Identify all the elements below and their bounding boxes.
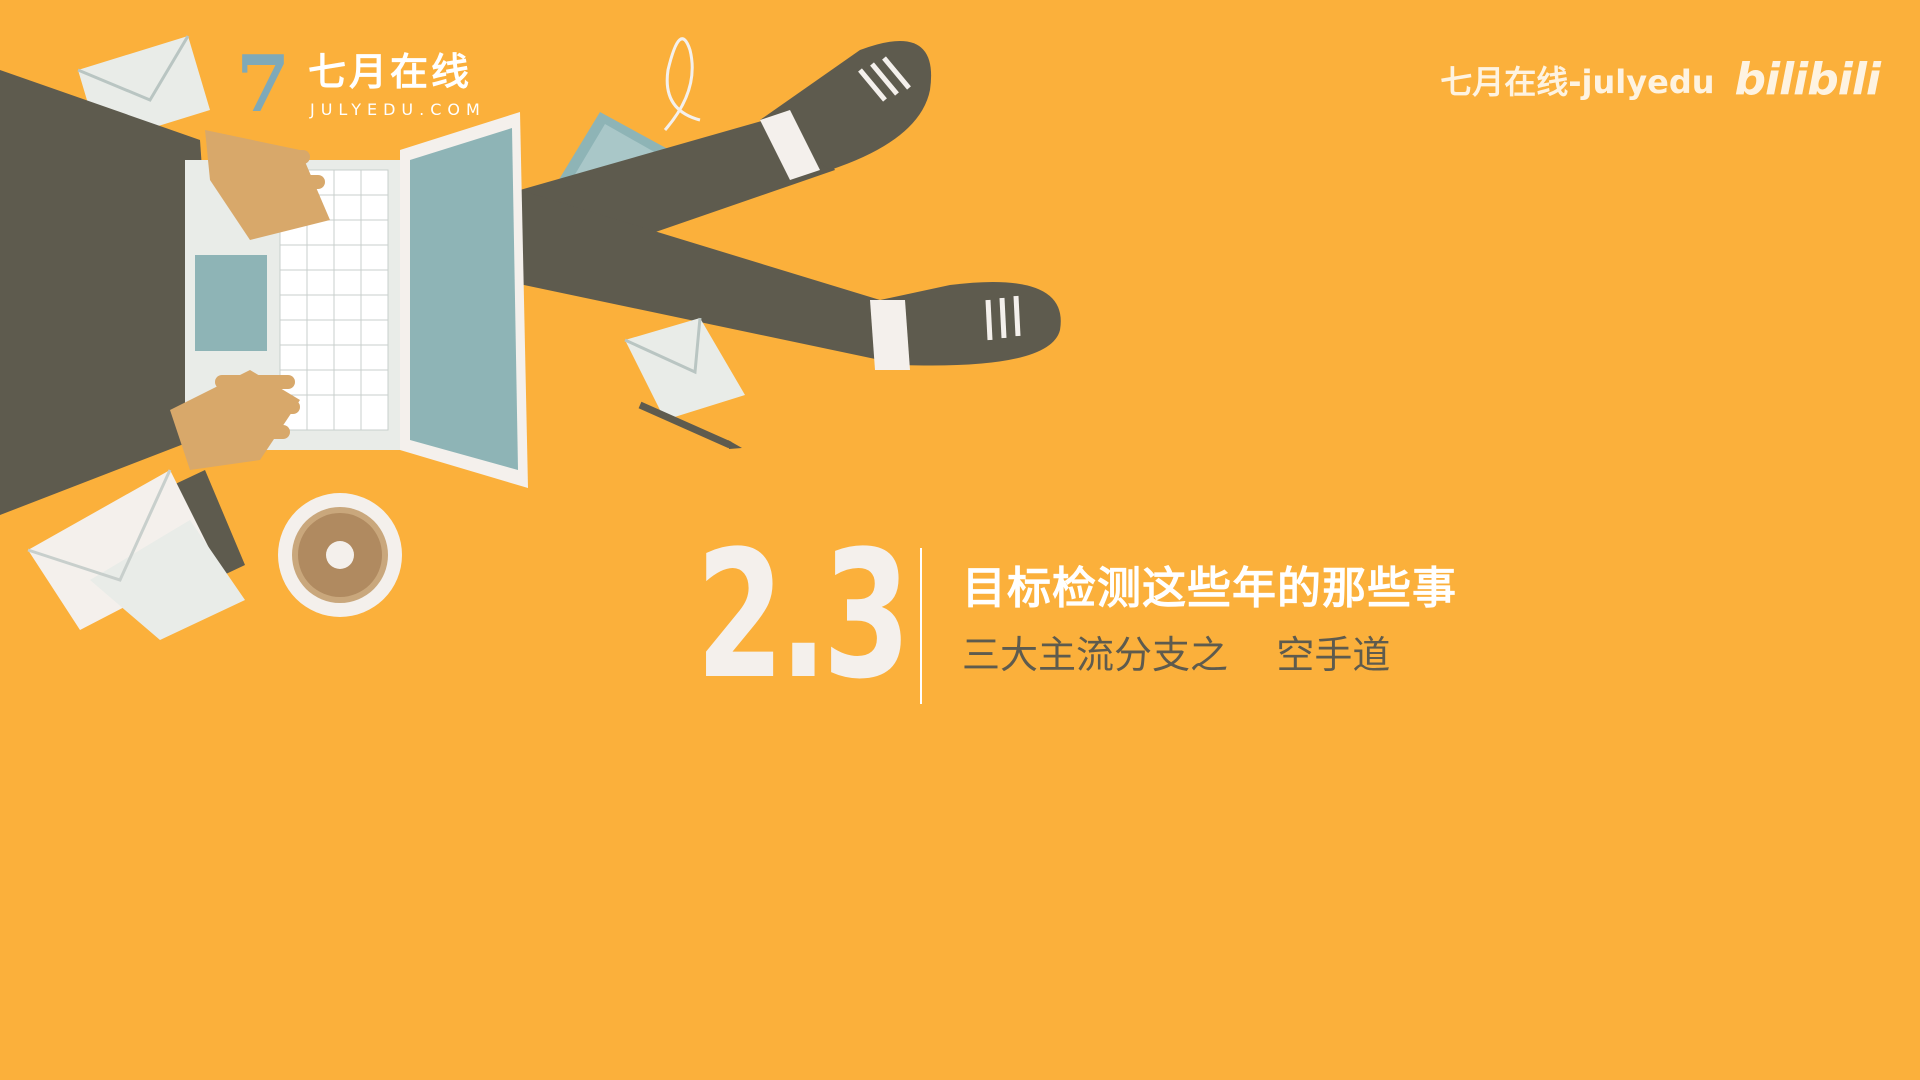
person-body: [0, 41, 1061, 515]
logo-name-en: JULYEDU.COM: [310, 100, 486, 119]
envelope-mid-icon: [624, 317, 745, 420]
notebook-icon: [27, 469, 245, 640]
section-title: 目标检测这些年的那些事: [962, 563, 1457, 614]
section-subtitle: 三大主流分支之 空手道: [962, 633, 1391, 677]
bilibili-logo: bilibili: [1734, 54, 1881, 105]
sock-top: [760, 41, 932, 180]
watermark-text: 七月在线-julyedu: [1440, 62, 1715, 101]
section-number: 2.3: [696, 513, 911, 718]
logo-name-cn: 七月在线: [308, 50, 473, 94]
pencil-icon: [638, 401, 742, 449]
donut-icon: [278, 493, 402, 617]
desk-illustration: [0, 35, 1061, 640]
watermark: 七月在线-julyedu bilibili: [1440, 54, 1881, 105]
hand-bottom: [170, 370, 300, 470]
divider: [920, 548, 922, 704]
hand-top: [205, 130, 330, 240]
logo-mark: 7: [236, 39, 291, 130]
julyedu-logo: 7 七月在线 JULYEDU.COM: [236, 46, 516, 126]
sock-bottom: [870, 282, 1061, 370]
